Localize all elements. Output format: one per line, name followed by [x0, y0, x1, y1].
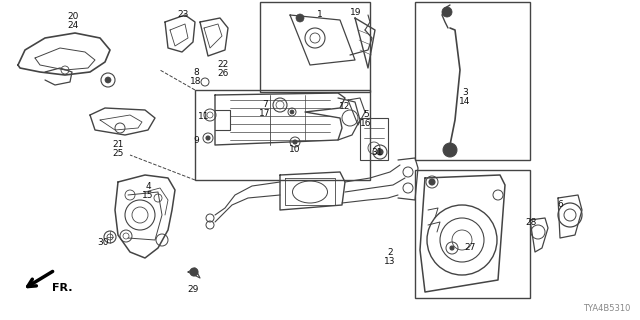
Circle shape: [429, 179, 435, 185]
Circle shape: [442, 7, 452, 17]
Text: 10: 10: [289, 145, 301, 154]
Text: 28: 28: [525, 218, 537, 227]
Text: 27: 27: [464, 243, 476, 252]
Circle shape: [293, 140, 297, 144]
Text: 23: 23: [177, 10, 189, 19]
Circle shape: [296, 14, 304, 22]
Text: 30: 30: [97, 238, 109, 247]
Text: 11: 11: [198, 112, 210, 121]
Text: 8: 8: [193, 68, 199, 77]
Text: 20: 20: [67, 12, 79, 21]
Text: 24: 24: [67, 21, 79, 30]
Text: 4: 4: [145, 182, 151, 191]
Text: 19: 19: [350, 8, 362, 17]
Bar: [360, 118, 388, 160]
Text: FR.: FR.: [52, 283, 72, 293]
Circle shape: [290, 110, 294, 114]
Text: 5: 5: [363, 110, 369, 119]
Text: 16: 16: [360, 119, 372, 128]
Text: 1: 1: [317, 10, 323, 19]
Circle shape: [105, 77, 111, 83]
Text: 25: 25: [112, 149, 124, 158]
Text: 21: 21: [112, 140, 124, 149]
Circle shape: [206, 136, 210, 140]
Text: 29: 29: [188, 285, 198, 294]
Text: 7: 7: [262, 100, 268, 109]
Text: 26: 26: [218, 69, 228, 78]
Bar: [260, 2, 370, 92]
Text: 14: 14: [460, 97, 470, 106]
Text: 13: 13: [384, 257, 396, 266]
Circle shape: [443, 143, 457, 157]
Text: 3: 3: [462, 88, 468, 97]
Text: 9: 9: [193, 136, 199, 145]
Bar: [195, 90, 370, 180]
Bar: [415, 170, 530, 298]
Circle shape: [190, 268, 198, 276]
Bar: [415, 2, 530, 160]
Text: 2: 2: [387, 248, 393, 257]
Text: 12: 12: [339, 102, 351, 111]
Text: TYA4B5310: TYA4B5310: [582, 304, 630, 313]
Circle shape: [377, 149, 383, 155]
Text: 15: 15: [142, 191, 154, 200]
Text: 22: 22: [218, 60, 228, 69]
Text: 6: 6: [557, 200, 563, 209]
Text: 17: 17: [259, 109, 271, 118]
Circle shape: [450, 246, 454, 250]
Text: 18: 18: [190, 77, 202, 86]
Text: 31: 31: [371, 148, 383, 157]
